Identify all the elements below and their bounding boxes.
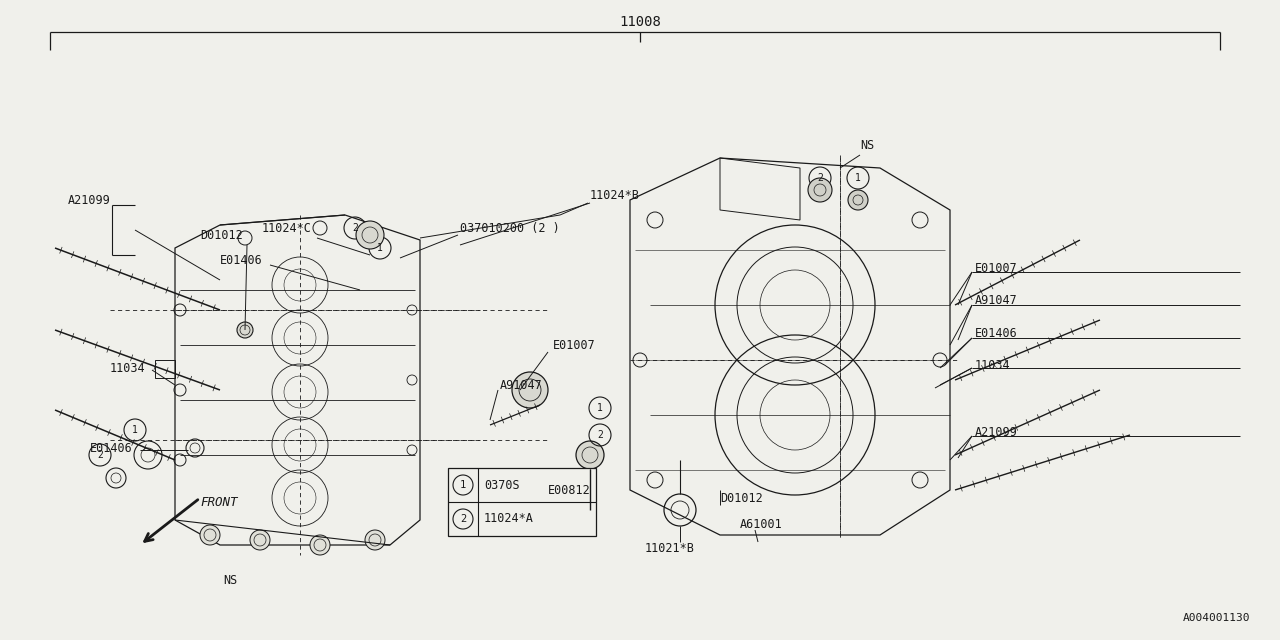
Text: 11024*C: 11024*C (262, 221, 312, 234)
Text: D01012: D01012 (200, 228, 243, 241)
Text: 11024*A: 11024*A (484, 513, 534, 525)
Text: A91047: A91047 (500, 378, 543, 392)
Text: E01007: E01007 (553, 339, 595, 351)
Text: A004001130: A004001130 (1183, 613, 1251, 623)
Text: 11034: 11034 (110, 362, 146, 374)
Text: 11034: 11034 (975, 358, 1011, 371)
Bar (155, 360, 175, 378)
Circle shape (365, 530, 385, 550)
Text: D01012: D01012 (719, 492, 763, 504)
Text: E01406: E01406 (90, 442, 133, 454)
Circle shape (576, 441, 604, 469)
Text: E00812: E00812 (548, 483, 591, 497)
Text: 1: 1 (596, 403, 603, 413)
Text: 11024*B: 11024*B (590, 189, 640, 202)
Text: A21099: A21099 (68, 193, 111, 207)
Text: 11008: 11008 (620, 15, 660, 29)
Text: FRONT: FRONT (200, 495, 238, 509)
Text: 037010200 (2 ): 037010200 (2 ) (460, 221, 559, 234)
Text: 1: 1 (855, 173, 861, 183)
Circle shape (250, 530, 270, 550)
Bar (448, 468, 596, 536)
Text: E01406: E01406 (975, 326, 1018, 339)
Text: 2: 2 (817, 173, 823, 183)
Text: NS: NS (223, 573, 237, 586)
Text: 1: 1 (460, 480, 466, 490)
Text: 0370S: 0370S (484, 479, 520, 492)
Circle shape (808, 178, 832, 202)
Circle shape (512, 372, 548, 408)
Text: 1: 1 (132, 425, 138, 435)
Text: 2: 2 (97, 450, 102, 460)
Text: 1: 1 (378, 243, 383, 253)
Text: A91047: A91047 (975, 294, 1018, 307)
Circle shape (200, 525, 220, 545)
Text: 2: 2 (460, 514, 466, 524)
Text: NS: NS (860, 138, 874, 152)
Text: A61001: A61001 (740, 518, 783, 531)
Circle shape (237, 322, 253, 338)
Text: 2: 2 (352, 223, 358, 233)
Circle shape (310, 535, 330, 555)
Text: A21099: A21099 (975, 426, 1018, 438)
Circle shape (849, 190, 868, 210)
Text: 11021*B: 11021*B (645, 541, 695, 554)
Text: E01406: E01406 (220, 253, 262, 266)
Text: E01007: E01007 (975, 262, 1018, 275)
Text: 2: 2 (596, 430, 603, 440)
Circle shape (356, 221, 384, 249)
